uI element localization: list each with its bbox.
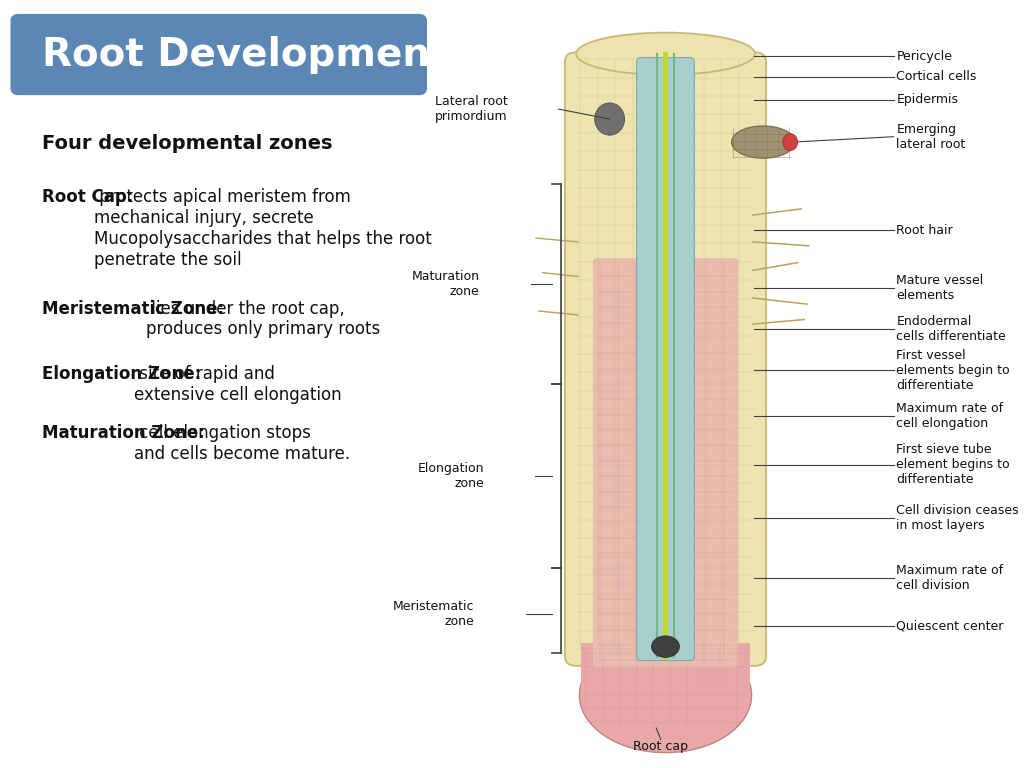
Text: First vessel
elements begin to
differentiate: First vessel elements begin to different… <box>896 349 1010 392</box>
Text: Elongation Zone:: Elongation Zone: <box>42 365 201 382</box>
Text: Lateral root
primordium: Lateral root primordium <box>434 95 507 123</box>
Text: Root Cap:: Root Cap: <box>42 188 133 206</box>
FancyBboxPatch shape <box>565 52 766 666</box>
Ellipse shape <box>580 637 752 753</box>
Text: Cell division ceases
in most layers: Cell division ceases in most layers <box>896 505 1019 532</box>
Text: Root hair: Root hair <box>896 224 953 237</box>
Ellipse shape <box>651 636 680 657</box>
Text: Meristematic
zone: Meristematic zone <box>393 601 475 628</box>
Bar <box>581 643 751 700</box>
Text: Epidermis: Epidermis <box>896 94 958 106</box>
Text: site of rapid and
extensive cell elongation: site of rapid and extensive cell elongat… <box>134 365 342 404</box>
Text: Mature vessel
elements: Mature vessel elements <box>896 274 983 302</box>
Text: cell elongation stops
and cells become mature.: cell elongation stops and cells become m… <box>134 424 350 463</box>
Text: First sieve tube
element begins to
differentiate: First sieve tube element begins to diffe… <box>896 443 1010 486</box>
Text: Four developmental zones: Four developmental zones <box>42 134 333 154</box>
Text: lies under the root cap,
produces only primary roots: lies under the root cap, produces only p… <box>145 300 380 339</box>
Text: Maturation
zone: Maturation zone <box>412 270 479 298</box>
Text: Meristematic Zone:: Meristematic Zone: <box>42 300 224 317</box>
FancyBboxPatch shape <box>593 258 738 667</box>
Text: Root cap: Root cap <box>633 740 688 753</box>
Ellipse shape <box>731 126 795 158</box>
Text: protects apical meristem from
mechanical injury, secrete
Mucopolysaccharides tha: protects apical meristem from mechanical… <box>94 188 431 269</box>
FancyBboxPatch shape <box>11 15 426 94</box>
Text: Cortical cells: Cortical cells <box>896 71 977 83</box>
Text: Root Development: Root Development <box>42 35 449 74</box>
FancyBboxPatch shape <box>637 58 694 660</box>
Ellipse shape <box>577 32 755 75</box>
Ellipse shape <box>595 103 625 135</box>
Text: Maximum rate of
cell elongation: Maximum rate of cell elongation <box>896 402 1004 430</box>
Text: Maximum rate of
cell division: Maximum rate of cell division <box>896 564 1004 591</box>
Text: Pericycle: Pericycle <box>896 50 952 62</box>
Text: Endodermal
cells differentiate: Endodermal cells differentiate <box>896 315 1006 343</box>
Text: Maturation Zone:: Maturation Zone: <box>42 424 205 442</box>
Ellipse shape <box>782 134 798 151</box>
Text: Elongation
zone: Elongation zone <box>418 462 484 490</box>
Text: Emerging
lateral root: Emerging lateral root <box>896 123 966 151</box>
Text: Quiescent center: Quiescent center <box>896 620 1004 632</box>
